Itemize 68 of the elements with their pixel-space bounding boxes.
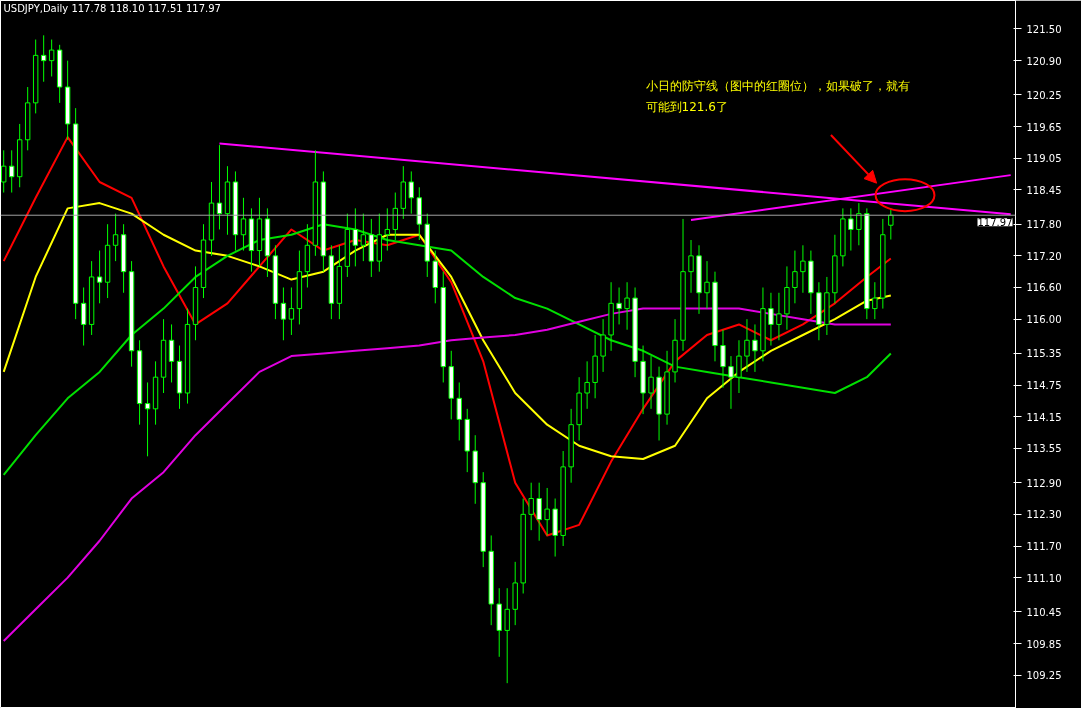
candlestick: [848, 207, 854, 252]
line-series: [2, 307, 892, 642]
candlestick: [728, 355, 734, 410]
candlestick: [792, 250, 798, 304]
y-tick-label: 113.55: [1026, 443, 1062, 455]
candlestick: [384, 207, 391, 252]
y-tick-label: 120.90: [1026, 55, 1062, 67]
y-tick-label: 109.85: [1026, 638, 1062, 650]
candlestick: [168, 323, 175, 383]
chart-title: USDJPY,Daily 117.78 118.10 117.51 117.97: [3, 2, 221, 14]
candlestick: [352, 207, 359, 267]
candlestick: [96, 250, 103, 304]
y-tick-label: 112.30: [1026, 509, 1062, 521]
y-tick-label: 118.45: [1026, 184, 1062, 196]
candlestick: [752, 323, 758, 373]
y-tick-label: 117.80: [1026, 219, 1062, 231]
y-tick-label: 114.75: [1026, 380, 1062, 392]
candlestick: [536, 482, 542, 542]
y-tick-label: 119.65: [1026, 121, 1062, 133]
annotation: 小日的防守线（图中的红圈位），如果破了，就有可能到121.6了: [645, 78, 910, 114]
candlestick: [872, 281, 878, 320]
y-tick-label: 109.25: [1026, 670, 1062, 682]
candlestick: [504, 587, 510, 684]
ref-line-label: 117.97: [977, 217, 1013, 229]
y-tick-label: 119.05: [1026, 153, 1062, 165]
candlestick: [704, 260, 710, 310]
candlestick: [40, 34, 47, 83]
candlestick: [744, 318, 750, 373]
candlestick: [48, 39, 55, 77]
candlestick: [600, 318, 606, 373]
candlestick: [216, 144, 223, 230]
candlestick: [856, 202, 862, 246]
y-tick-label: 110.45: [1026, 606, 1062, 618]
y-tick-label: 114.15: [1026, 411, 1062, 423]
candlestick: [736, 339, 742, 394]
y-tick-label: 117.20: [1026, 250, 1062, 262]
candlestick: [800, 244, 806, 294]
candlestick: [544, 487, 550, 536]
candlestick: [768, 292, 774, 347]
y-tick-label: 121.50: [1026, 23, 1062, 35]
candlestick: [888, 207, 894, 240]
candlestick: [144, 381, 151, 457]
y-tick-label: 111.70: [1026, 541, 1062, 553]
candlestick: [280, 287, 287, 341]
candlestick: [648, 355, 654, 410]
line-series: [2, 136, 892, 537]
candlestick: [616, 287, 622, 325]
y-tick-label: 111.10: [1026, 572, 1062, 584]
candlestick: [528, 482, 534, 531]
candlestick: [776, 292, 782, 341]
candlestick: [80, 287, 87, 347]
y-tick-label: 116.00: [1026, 314, 1062, 326]
candlestick: [624, 281, 630, 331]
y-tick-label: 120.25: [1026, 89, 1062, 101]
y-tick-label: 115.35: [1026, 348, 1062, 360]
y-tick-label: 116.60: [1026, 282, 1062, 294]
candlestick: [240, 197, 247, 252]
candlestick: [408, 170, 414, 215]
candlestick: [8, 149, 15, 194]
candlestick: [360, 213, 367, 262]
candlestick: [456, 381, 462, 441]
y-tick-label: 112.90: [1026, 477, 1062, 489]
candlestick: [112, 213, 119, 262]
candlestick: [688, 239, 694, 294]
candlestick: [584, 360, 590, 410]
candlestick: [392, 192, 399, 241]
candlestick: [720, 329, 726, 389]
candlestick: [288, 287, 295, 336]
